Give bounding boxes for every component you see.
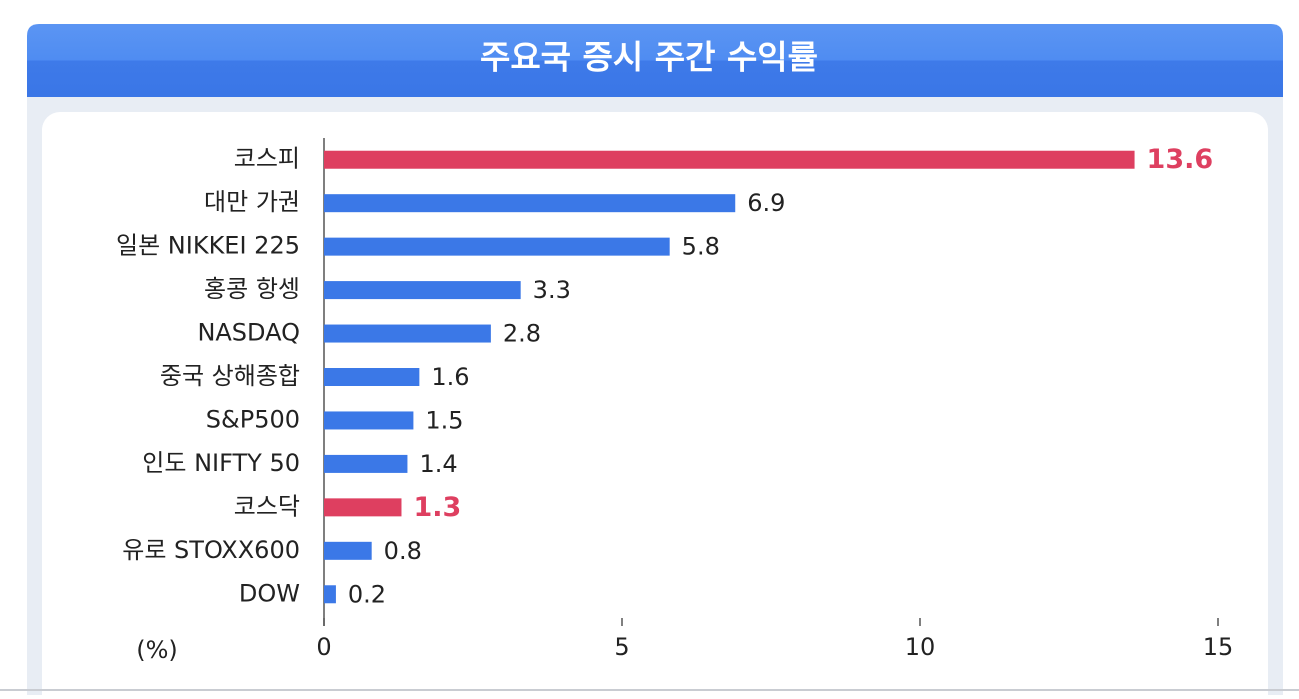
bar [324, 411, 414, 430]
bar [324, 150, 1135, 169]
bar [324, 498, 402, 517]
y-tick-label: 홍콩 항셍 [204, 275, 300, 303]
value-label: 0.2 [348, 580, 386, 608]
value-label: 13.6 [1147, 144, 1214, 175]
bar [324, 368, 420, 386]
y-tick-label: 일본 NIKKEI 225 [116, 232, 300, 260]
y-tick-label: S&P500 [206, 405, 300, 433]
bar [324, 324, 491, 343]
value-label: 1.6 [431, 363, 469, 391]
value-label: 1.5 [425, 406, 463, 434]
bar [324, 237, 670, 256]
x-tick-label: 15 [1203, 633, 1234, 661]
x-axis-label: (%) [136, 636, 178, 664]
y-tick-label: NASDAQ [197, 319, 300, 347]
y-tick-label: 유로 STOXX600 [122, 536, 300, 564]
bar [324, 454, 408, 473]
bar [324, 194, 736, 213]
value-label: 3.3 [533, 276, 571, 304]
y-tick-label: 중국 상해종합 [160, 362, 300, 390]
bar [324, 541, 372, 560]
y-tick-label: 인도 NIFTY 50 [142, 449, 300, 477]
x-tick-label: 0 [316, 633, 331, 661]
value-label: 6.9 [747, 189, 785, 217]
bar [324, 281, 521, 300]
y-tick-label: 대만 가권 [204, 188, 300, 216]
value-label: 0.8 [384, 537, 422, 565]
value-label: 5.8 [682, 233, 720, 261]
x-tick-label: 5 [614, 633, 629, 661]
x-tick-label: 10 [905, 633, 936, 661]
bar [324, 585, 336, 604]
value-label: 2.8 [503, 320, 541, 348]
y-tick-label: DOW [239, 579, 300, 607]
y-tick-label: 코스닥 [234, 492, 300, 520]
y-tick-label: 코스피 [234, 145, 300, 173]
header-band [27, 24, 1283, 97]
chart-title: 주요국 증시 주간 수익률 [480, 38, 818, 77]
value-label: 1.3 [413, 492, 461, 523]
value-label: 1.4 [419, 450, 457, 478]
